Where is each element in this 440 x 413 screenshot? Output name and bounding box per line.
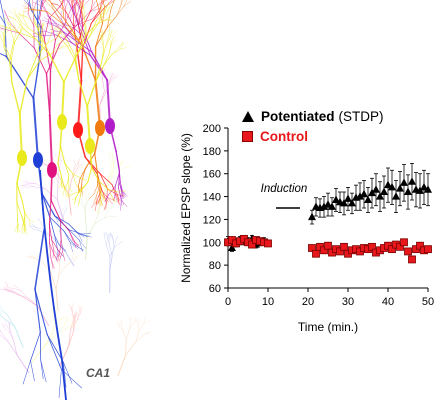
- soma: [33, 152, 43, 168]
- soma: [57, 114, 67, 130]
- neuron-cell: [0, 0, 101, 269]
- y-tick-label: 160: [203, 169, 221, 181]
- neuron-drawing: [0, 0, 150, 408]
- triangle-point: [404, 188, 412, 196]
- induction-label: Induction: [261, 183, 308, 195]
- triangle-point: [372, 185, 380, 193]
- square-point: [313, 250, 320, 257]
- soma: [17, 150, 27, 166]
- triangle-point: [344, 194, 352, 202]
- triangle-point: [408, 177, 416, 185]
- x-tick-label: 0: [225, 296, 231, 308]
- legend-potentiated-label: Potentiated: [261, 109, 335, 124]
- square-point: [425, 246, 432, 253]
- x-tick-label: 10: [262, 296, 274, 308]
- square-point: [409, 256, 416, 263]
- x-tick-label: 30: [342, 296, 354, 308]
- y-tick-label: 60: [209, 283, 221, 295]
- square-point: [405, 248, 412, 255]
- series-control: [225, 235, 432, 263]
- soma: [47, 162, 57, 178]
- triangle-point: [392, 192, 400, 200]
- soma: [73, 122, 83, 138]
- y-tick-label: 180: [203, 146, 221, 158]
- axon: [23, 170, 82, 400]
- x-tick-label: 40: [382, 296, 394, 308]
- soma: [105, 118, 115, 134]
- triangle-point: [380, 188, 388, 196]
- soma: [85, 138, 95, 154]
- y-tick-label: 80: [209, 260, 221, 272]
- y-tick-label: 200: [203, 123, 221, 135]
- x-tick-label: 20: [302, 296, 314, 308]
- y-tick-label: 120: [203, 214, 221, 226]
- legend: Potentiated (STDP) Control: [242, 106, 384, 146]
- triangle-point: [400, 178, 408, 186]
- square-point: [325, 242, 332, 249]
- background-dendrites: [0, 67, 150, 377]
- soma: [95, 120, 105, 136]
- triangle-marker-icon: [242, 111, 254, 122]
- y-tick-label: 140: [203, 192, 221, 204]
- legend-potentiated-sub: (STDP): [339, 109, 384, 124]
- y-axis-label: Normalized EPSP slope (%): [179, 133, 193, 283]
- legend-item-potentiated: Potentiated (STDP): [242, 106, 384, 126]
- legend-control-label: Control: [260, 129, 308, 144]
- square-marker-icon: [242, 131, 253, 142]
- neuron-cell: [34, 0, 128, 210]
- square-point: [341, 243, 348, 250]
- x-axis-label: Time (min.): [298, 320, 358, 334]
- square-point: [401, 239, 408, 246]
- y-tick-label: 100: [203, 237, 221, 249]
- triangle-point: [360, 190, 368, 198]
- region-label: CA1: [86, 366, 110, 380]
- neuron-illustration: CA1: [0, 0, 150, 408]
- legend-item-control: Control: [242, 126, 384, 146]
- square-point: [265, 240, 272, 247]
- x-tick-label: 50: [422, 296, 434, 308]
